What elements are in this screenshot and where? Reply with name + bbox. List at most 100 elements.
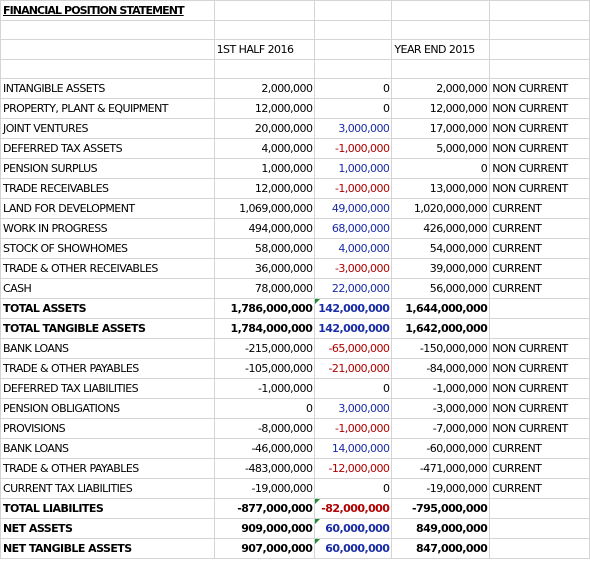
classification[interactable]: CURRENT bbox=[489, 238, 590, 259]
classification[interactable]: NON CURRENT bbox=[489, 118, 590, 139]
value-1st-half-2016[interactable]: 494,000,000 bbox=[213, 218, 316, 239]
row-label[interactable]: TRADE RECEIVABLES bbox=[0, 178, 215, 199]
value-1st-half-2016[interactable]: 2,000,000 bbox=[213, 78, 316, 99]
row-label[interactable]: JOINT VENTURES bbox=[0, 118, 215, 139]
classification[interactable] bbox=[489, 518, 590, 539]
value-year-end-2015[interactable]: 849,000,000 bbox=[391, 518, 491, 539]
change-value[interactable]: 142,000,000 bbox=[314, 298, 393, 319]
cell[interactable] bbox=[314, 59, 393, 79]
value-1st-half-2016[interactable]: 12,000,000 bbox=[213, 178, 316, 199]
value-1st-half-2016[interactable]: 36,000,000 bbox=[213, 258, 316, 279]
header-year-end-2015[interactable]: YEAR END 2015 bbox=[391, 39, 491, 60]
row-label[interactable]: BANK LOANS bbox=[0, 338, 215, 359]
value-year-end-2015[interactable]: 13,000,000 bbox=[391, 178, 491, 199]
value-year-end-2015[interactable]: 1,020,000,000 bbox=[391, 198, 491, 219]
cell[interactable] bbox=[391, 20, 491, 40]
row-label[interactable]: TRADE & OTHER RECEIVABLES bbox=[0, 258, 215, 279]
value-1st-half-2016[interactable]: -483,000,000 bbox=[213, 458, 316, 479]
value-1st-half-2016[interactable]: -877,000,000 bbox=[213, 498, 316, 519]
cell[interactable] bbox=[213, 0, 316, 21]
classification[interactable]: CURRENT bbox=[489, 278, 590, 299]
classification[interactable] bbox=[489, 318, 590, 339]
cell[interactable] bbox=[314, 39, 393, 60]
row-label[interactable]: NET TANGIBLE ASSETS bbox=[0, 538, 215, 559]
classification[interactable]: NON CURRENT bbox=[489, 98, 590, 119]
value-1st-half-2016[interactable]: 78,000,000 bbox=[213, 278, 316, 299]
classification[interactable]: CURRENT bbox=[489, 478, 590, 499]
cell[interactable] bbox=[489, 20, 590, 40]
value-1st-half-2016[interactable]: 12,000,000 bbox=[213, 98, 316, 119]
row-label[interactable]: TOTAL LIABILITES bbox=[0, 498, 215, 519]
classification[interactable]: CURRENT bbox=[489, 258, 590, 279]
change-value[interactable]: 22,000,000 bbox=[314, 278, 393, 299]
classification[interactable]: CURRENT bbox=[489, 438, 590, 459]
row-label[interactable]: WORK IN PROGRESS bbox=[0, 218, 215, 239]
classification[interactable]: CURRENT bbox=[489, 218, 590, 239]
cell[interactable] bbox=[314, 20, 393, 40]
value-1st-half-2016[interactable]: 907,000,000 bbox=[213, 538, 316, 559]
classification[interactable]: NON CURRENT bbox=[489, 158, 590, 179]
value-1st-half-2016[interactable]: -19,000,000 bbox=[213, 478, 316, 499]
value-1st-half-2016[interactable]: 1,069,000,000 bbox=[213, 198, 316, 219]
value-year-end-2015[interactable]: 0 bbox=[391, 158, 491, 179]
value-year-end-2015[interactable]: -3,000,000 bbox=[391, 398, 491, 419]
value-1st-half-2016[interactable]: 20,000,000 bbox=[213, 118, 316, 139]
change-value[interactable]: 0 bbox=[314, 98, 393, 119]
row-label[interactable]: BANK LOANS bbox=[0, 438, 215, 459]
classification[interactable]: NON CURRENT bbox=[489, 398, 590, 419]
value-year-end-2015[interactable]: -471,000,000 bbox=[391, 458, 491, 479]
change-value[interactable]: -82,000,000 bbox=[314, 498, 393, 519]
change-value[interactable]: 0 bbox=[314, 378, 393, 399]
cell[interactable] bbox=[213, 59, 316, 79]
cell[interactable] bbox=[489, 59, 590, 79]
change-value[interactable]: -1,000,000 bbox=[314, 178, 393, 199]
value-year-end-2015[interactable]: 2,000,000 bbox=[391, 78, 491, 99]
change-value[interactable]: -65,000,000 bbox=[314, 338, 393, 359]
value-year-end-2015[interactable]: 39,000,000 bbox=[391, 258, 491, 279]
value-year-end-2015[interactable]: -1,000,000 bbox=[391, 378, 491, 399]
value-year-end-2015[interactable]: -795,000,000 bbox=[391, 498, 491, 519]
cell[interactable] bbox=[391, 0, 491, 21]
change-value[interactable]: 49,000,000 bbox=[314, 198, 393, 219]
value-1st-half-2016[interactable]: -8,000,000 bbox=[213, 418, 316, 439]
change-value[interactable]: 0 bbox=[314, 478, 393, 499]
classification[interactable] bbox=[489, 298, 590, 319]
row-label[interactable]: TOTAL ASSETS bbox=[0, 298, 215, 319]
change-value[interactable]: -1,000,000 bbox=[314, 138, 393, 159]
row-label[interactable]: CURRENT TAX LIABILITIES bbox=[0, 478, 215, 499]
row-label[interactable]: NET ASSETS bbox=[0, 518, 215, 539]
value-1st-half-2016[interactable]: -46,000,000 bbox=[213, 438, 316, 459]
change-value[interactable]: 14,000,000 bbox=[314, 438, 393, 459]
value-1st-half-2016[interactable]: 1,784,000,000 bbox=[213, 318, 316, 339]
cell[interactable] bbox=[391, 59, 491, 79]
value-year-end-2015[interactable]: 56,000,000 bbox=[391, 278, 491, 299]
change-value[interactable]: -3,000,000 bbox=[314, 258, 393, 279]
row-label[interactable]: DEFERRED TAX ASSETS bbox=[0, 138, 215, 159]
value-year-end-2015[interactable]: 12,000,000 bbox=[391, 98, 491, 119]
value-1st-half-2016[interactable]: 909,000,000 bbox=[213, 518, 316, 539]
value-1st-half-2016[interactable]: -105,000,000 bbox=[213, 358, 316, 379]
row-label[interactable]: TOTAL TANGIBLE ASSETS bbox=[0, 318, 215, 339]
value-year-end-2015[interactable]: -60,000,000 bbox=[391, 438, 491, 459]
cell[interactable] bbox=[0, 59, 215, 79]
value-1st-half-2016[interactable]: 1,000,000 bbox=[213, 158, 316, 179]
cell[interactable] bbox=[489, 0, 590, 21]
row-label[interactable]: PENSION SURPLUS bbox=[0, 158, 215, 179]
value-year-end-2015[interactable]: 1,642,000,000 bbox=[391, 318, 491, 339]
value-year-end-2015[interactable]: 426,000,000 bbox=[391, 218, 491, 239]
row-label[interactable]: PROVISIONS bbox=[0, 418, 215, 439]
change-value[interactable]: 68,000,000 bbox=[314, 218, 393, 239]
value-year-end-2015[interactable]: -150,000,000 bbox=[391, 338, 491, 359]
value-1st-half-2016[interactable]: -1,000,000 bbox=[213, 378, 316, 399]
classification[interactable]: CURRENT bbox=[489, 198, 590, 219]
classification[interactable]: CURRENT bbox=[489, 458, 590, 479]
change-value[interactable]: 60,000,000 bbox=[314, 518, 393, 539]
row-label[interactable]: TRADE & OTHER PAYABLES bbox=[0, 358, 215, 379]
change-value[interactable]: -12,000,000 bbox=[314, 458, 393, 479]
cell[interactable] bbox=[0, 20, 215, 40]
cell[interactable] bbox=[489, 39, 590, 60]
classification[interactable]: NON CURRENT bbox=[489, 338, 590, 359]
row-label[interactable]: STOCK OF SHOWHOMES bbox=[0, 238, 215, 259]
change-value[interactable]: -21,000,000 bbox=[314, 358, 393, 379]
classification[interactable]: NON CURRENT bbox=[489, 78, 590, 99]
